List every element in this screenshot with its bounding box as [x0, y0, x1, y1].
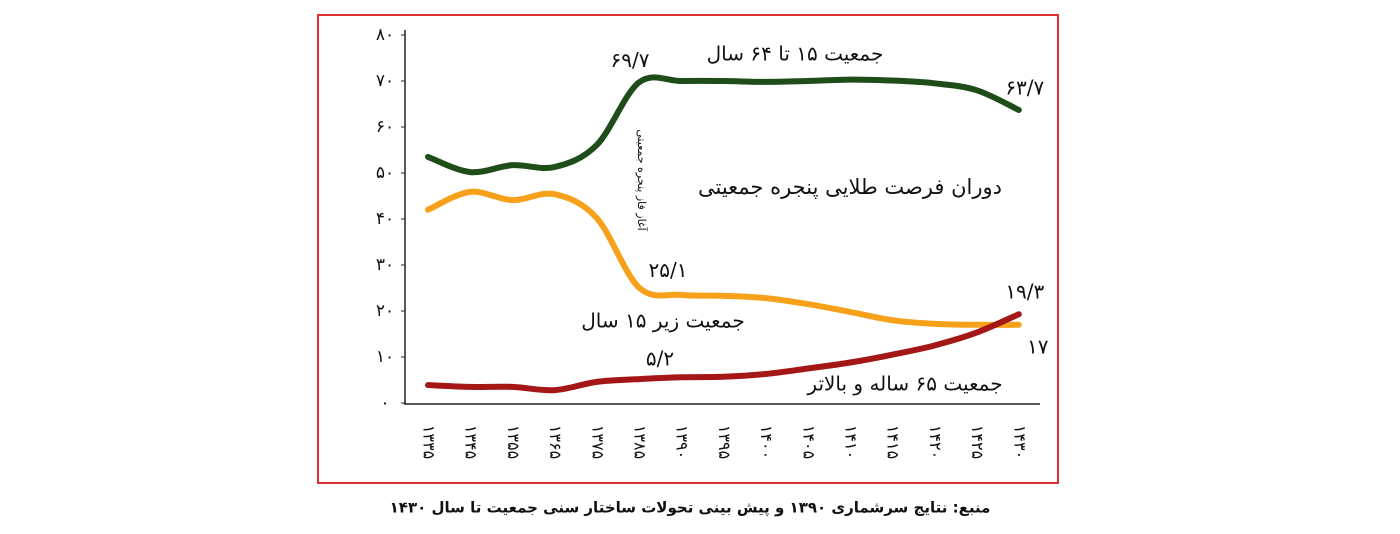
annotation: آغاز فاز پنجره جمعیتی [635, 129, 649, 231]
series-label: جمعیت ۱۵ تا ۶۴ سال [707, 42, 884, 66]
x-tick-label: ۱۴۲۰ [926, 425, 945, 459]
x-tick-label: ۱۳۹۵ [715, 425, 734, 459]
y-tick-label: ۸۰ [376, 25, 394, 45]
value-label: ۱۹/۳ [1005, 280, 1044, 304]
y-tick-label: ۶۰ [376, 117, 394, 137]
series-line [425, 188, 1022, 328]
y-tick-label: ۵۰ [376, 163, 394, 183]
y-tick-label: ۰ [380, 393, 389, 413]
value-label: ۵/۲ [646, 347, 674, 371]
x-tick-label: ۱۴۲۵ [968, 425, 987, 459]
x-tick-label: ۱۳۴۵ [462, 425, 481, 459]
series-line [425, 74, 1022, 176]
series-line [425, 311, 1022, 394]
x-tick-label: ۱۳۳۵ [420, 425, 439, 459]
value-label: ۶۹/۷ [611, 48, 650, 72]
y-tick-label: ۲۰ [376, 301, 394, 321]
x-tick-label: ۱۴۱۵ [884, 425, 903, 459]
x-tick-label: ۱۳۶۵ [546, 425, 565, 459]
x-tick-label: ۱۴۳۰ [1010, 425, 1029, 459]
series-label: جمعیت زیر ۱۵ سال [581, 309, 744, 333]
x-tick-label: ۱۳۹۰ [673, 425, 692, 459]
frame [317, 14, 1059, 484]
y-tick-label: ۳۰ [376, 255, 394, 275]
y-tick-label: ۴۰ [376, 209, 394, 229]
x-tick-label: ۱۳۵۵ [504, 425, 523, 459]
caption: منبع: نتایج سرشماری ۱۳۹۰ و پیش بینی تحول… [390, 499, 991, 518]
x-tick-label: ۱۴۰۰ [757, 425, 776, 459]
value-label: ۱۷ [1027, 334, 1049, 358]
y-tick-label: ۱۰ [376, 347, 394, 367]
series-label: جمعیت ۶۵ ساله و بالاتر [806, 372, 1002, 396]
value-label: ۲۵/۱ [649, 258, 688, 282]
x-tick-label: ۱۴۰۵ [799, 425, 818, 459]
x-tick-label: ۱۴۱۰ [842, 425, 861, 459]
x-tick-label: ۱۳۷۵ [588, 425, 607, 459]
annotation: دوران فرصت طلایی پنجره جمعیتی [698, 175, 1002, 199]
x-tick-label: ۱۳۸۵ [631, 425, 650, 459]
y-tick-label: ۷۰ [376, 71, 394, 91]
value-label: ۶۳/۷ [1005, 75, 1044, 99]
